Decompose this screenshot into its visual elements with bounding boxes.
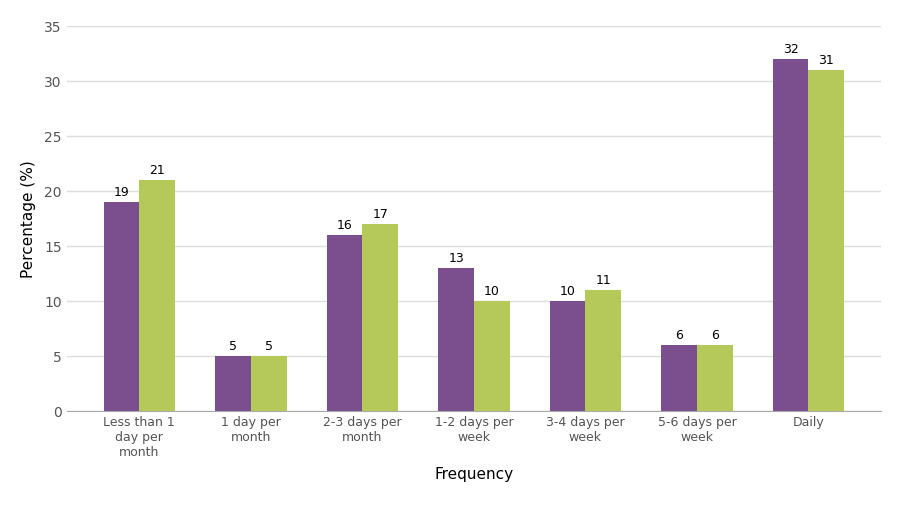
Legend: 2021, 2022: 2021, 2022 — [400, 525, 548, 527]
Bar — [773, 60, 808, 411]
Text: 5: 5 — [229, 340, 237, 353]
Bar — [140, 180, 175, 411]
Bar — [363, 224, 398, 411]
Bar — [549, 301, 585, 411]
Text: 13: 13 — [448, 252, 464, 265]
X-axis label: Frequency: Frequency — [435, 467, 513, 482]
Text: 19: 19 — [114, 186, 129, 199]
Bar — [585, 290, 621, 411]
Bar — [438, 268, 474, 411]
Bar — [808, 70, 844, 411]
Bar — [697, 345, 732, 411]
Text: 21: 21 — [150, 164, 165, 177]
Text: 10: 10 — [483, 285, 500, 298]
Text: 16: 16 — [336, 219, 353, 232]
Text: 31: 31 — [818, 54, 834, 67]
Bar — [327, 235, 363, 411]
Y-axis label: Percentage (%): Percentage (%) — [21, 160, 36, 278]
Bar — [216, 356, 251, 411]
Text: 6: 6 — [711, 329, 719, 342]
Text: 17: 17 — [373, 208, 388, 221]
Bar — [474, 301, 510, 411]
Text: 32: 32 — [783, 43, 798, 56]
Text: 5: 5 — [264, 340, 272, 353]
Text: 11: 11 — [595, 274, 612, 287]
Bar — [104, 202, 140, 411]
Bar — [661, 345, 697, 411]
Bar — [251, 356, 287, 411]
Text: 6: 6 — [676, 329, 683, 342]
Text: 10: 10 — [559, 285, 575, 298]
